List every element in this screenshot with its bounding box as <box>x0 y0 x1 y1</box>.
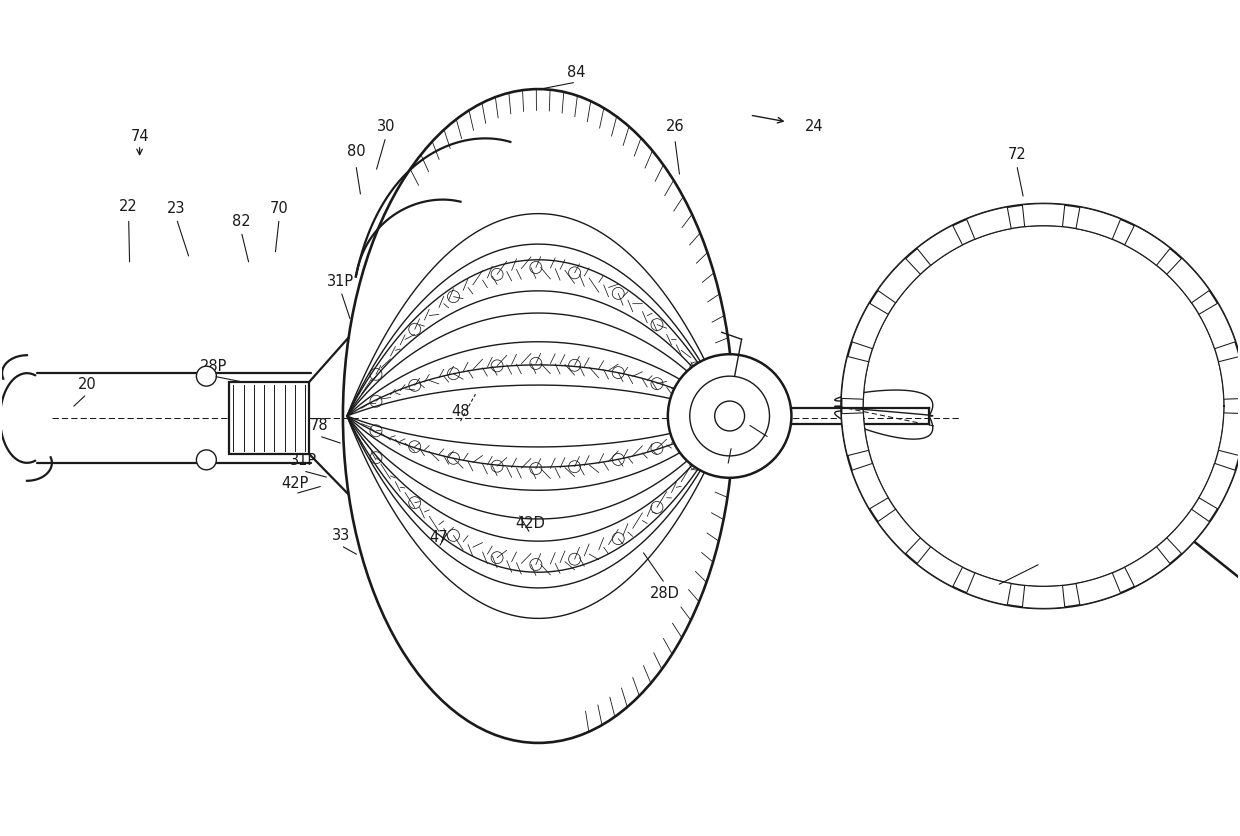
Polygon shape <box>878 258 920 303</box>
Polygon shape <box>916 547 962 587</box>
Polygon shape <box>1076 573 1121 605</box>
Polygon shape <box>1023 204 1065 227</box>
Circle shape <box>668 354 791 478</box>
Text: 74: 74 <box>130 130 149 145</box>
Bar <box>229 382 309 454</box>
Polygon shape <box>1219 413 1240 456</box>
Text: 78: 78 <box>310 419 329 434</box>
Polygon shape <box>1076 207 1121 239</box>
Circle shape <box>714 401 744 431</box>
Text: 47: 47 <box>429 530 448 545</box>
Text: 72: 72 <box>1007 147 1025 162</box>
Text: 42D: 42D <box>516 516 546 531</box>
Text: 33: 33 <box>332 528 350 543</box>
Text: 31P: 31P <box>327 274 355 289</box>
Polygon shape <box>1167 258 1209 303</box>
Polygon shape <box>1219 356 1240 400</box>
Polygon shape <box>1023 585 1065 609</box>
Polygon shape <box>1199 463 1235 509</box>
Polygon shape <box>966 207 1011 239</box>
Text: 48: 48 <box>451 404 470 419</box>
Text: 88: 88 <box>760 421 779 436</box>
Text: 0: 0 <box>723 448 733 463</box>
Polygon shape <box>842 413 869 456</box>
Ellipse shape <box>343 89 734 743</box>
Text: 30: 30 <box>377 120 396 135</box>
Polygon shape <box>1167 509 1209 553</box>
Text: 23: 23 <box>167 201 186 217</box>
Text: 84: 84 <box>567 64 585 79</box>
Circle shape <box>689 376 770 456</box>
Text: 24: 24 <box>805 120 823 135</box>
Polygon shape <box>852 303 888 349</box>
Text: 99: 99 <box>987 588 1006 603</box>
Polygon shape <box>1199 303 1235 349</box>
Text: 28D: 28D <box>650 586 680 601</box>
Polygon shape <box>878 509 920 553</box>
Text: 70: 70 <box>270 201 289 217</box>
Polygon shape <box>1125 547 1171 587</box>
Text: 31P: 31P <box>289 453 316 468</box>
Polygon shape <box>916 226 962 265</box>
Polygon shape <box>1125 226 1171 265</box>
Text: 22: 22 <box>119 199 138 214</box>
Polygon shape <box>852 463 888 509</box>
Circle shape <box>196 450 216 470</box>
Polygon shape <box>966 573 1011 605</box>
Text: 42P: 42P <box>281 477 309 492</box>
Polygon shape <box>842 356 869 400</box>
Circle shape <box>196 366 216 386</box>
Text: 80: 80 <box>346 145 366 160</box>
Text: 20: 20 <box>77 376 97 391</box>
Text: 26: 26 <box>666 120 684 135</box>
Text: 28P: 28P <box>200 359 227 374</box>
Text: 82: 82 <box>232 214 250 229</box>
